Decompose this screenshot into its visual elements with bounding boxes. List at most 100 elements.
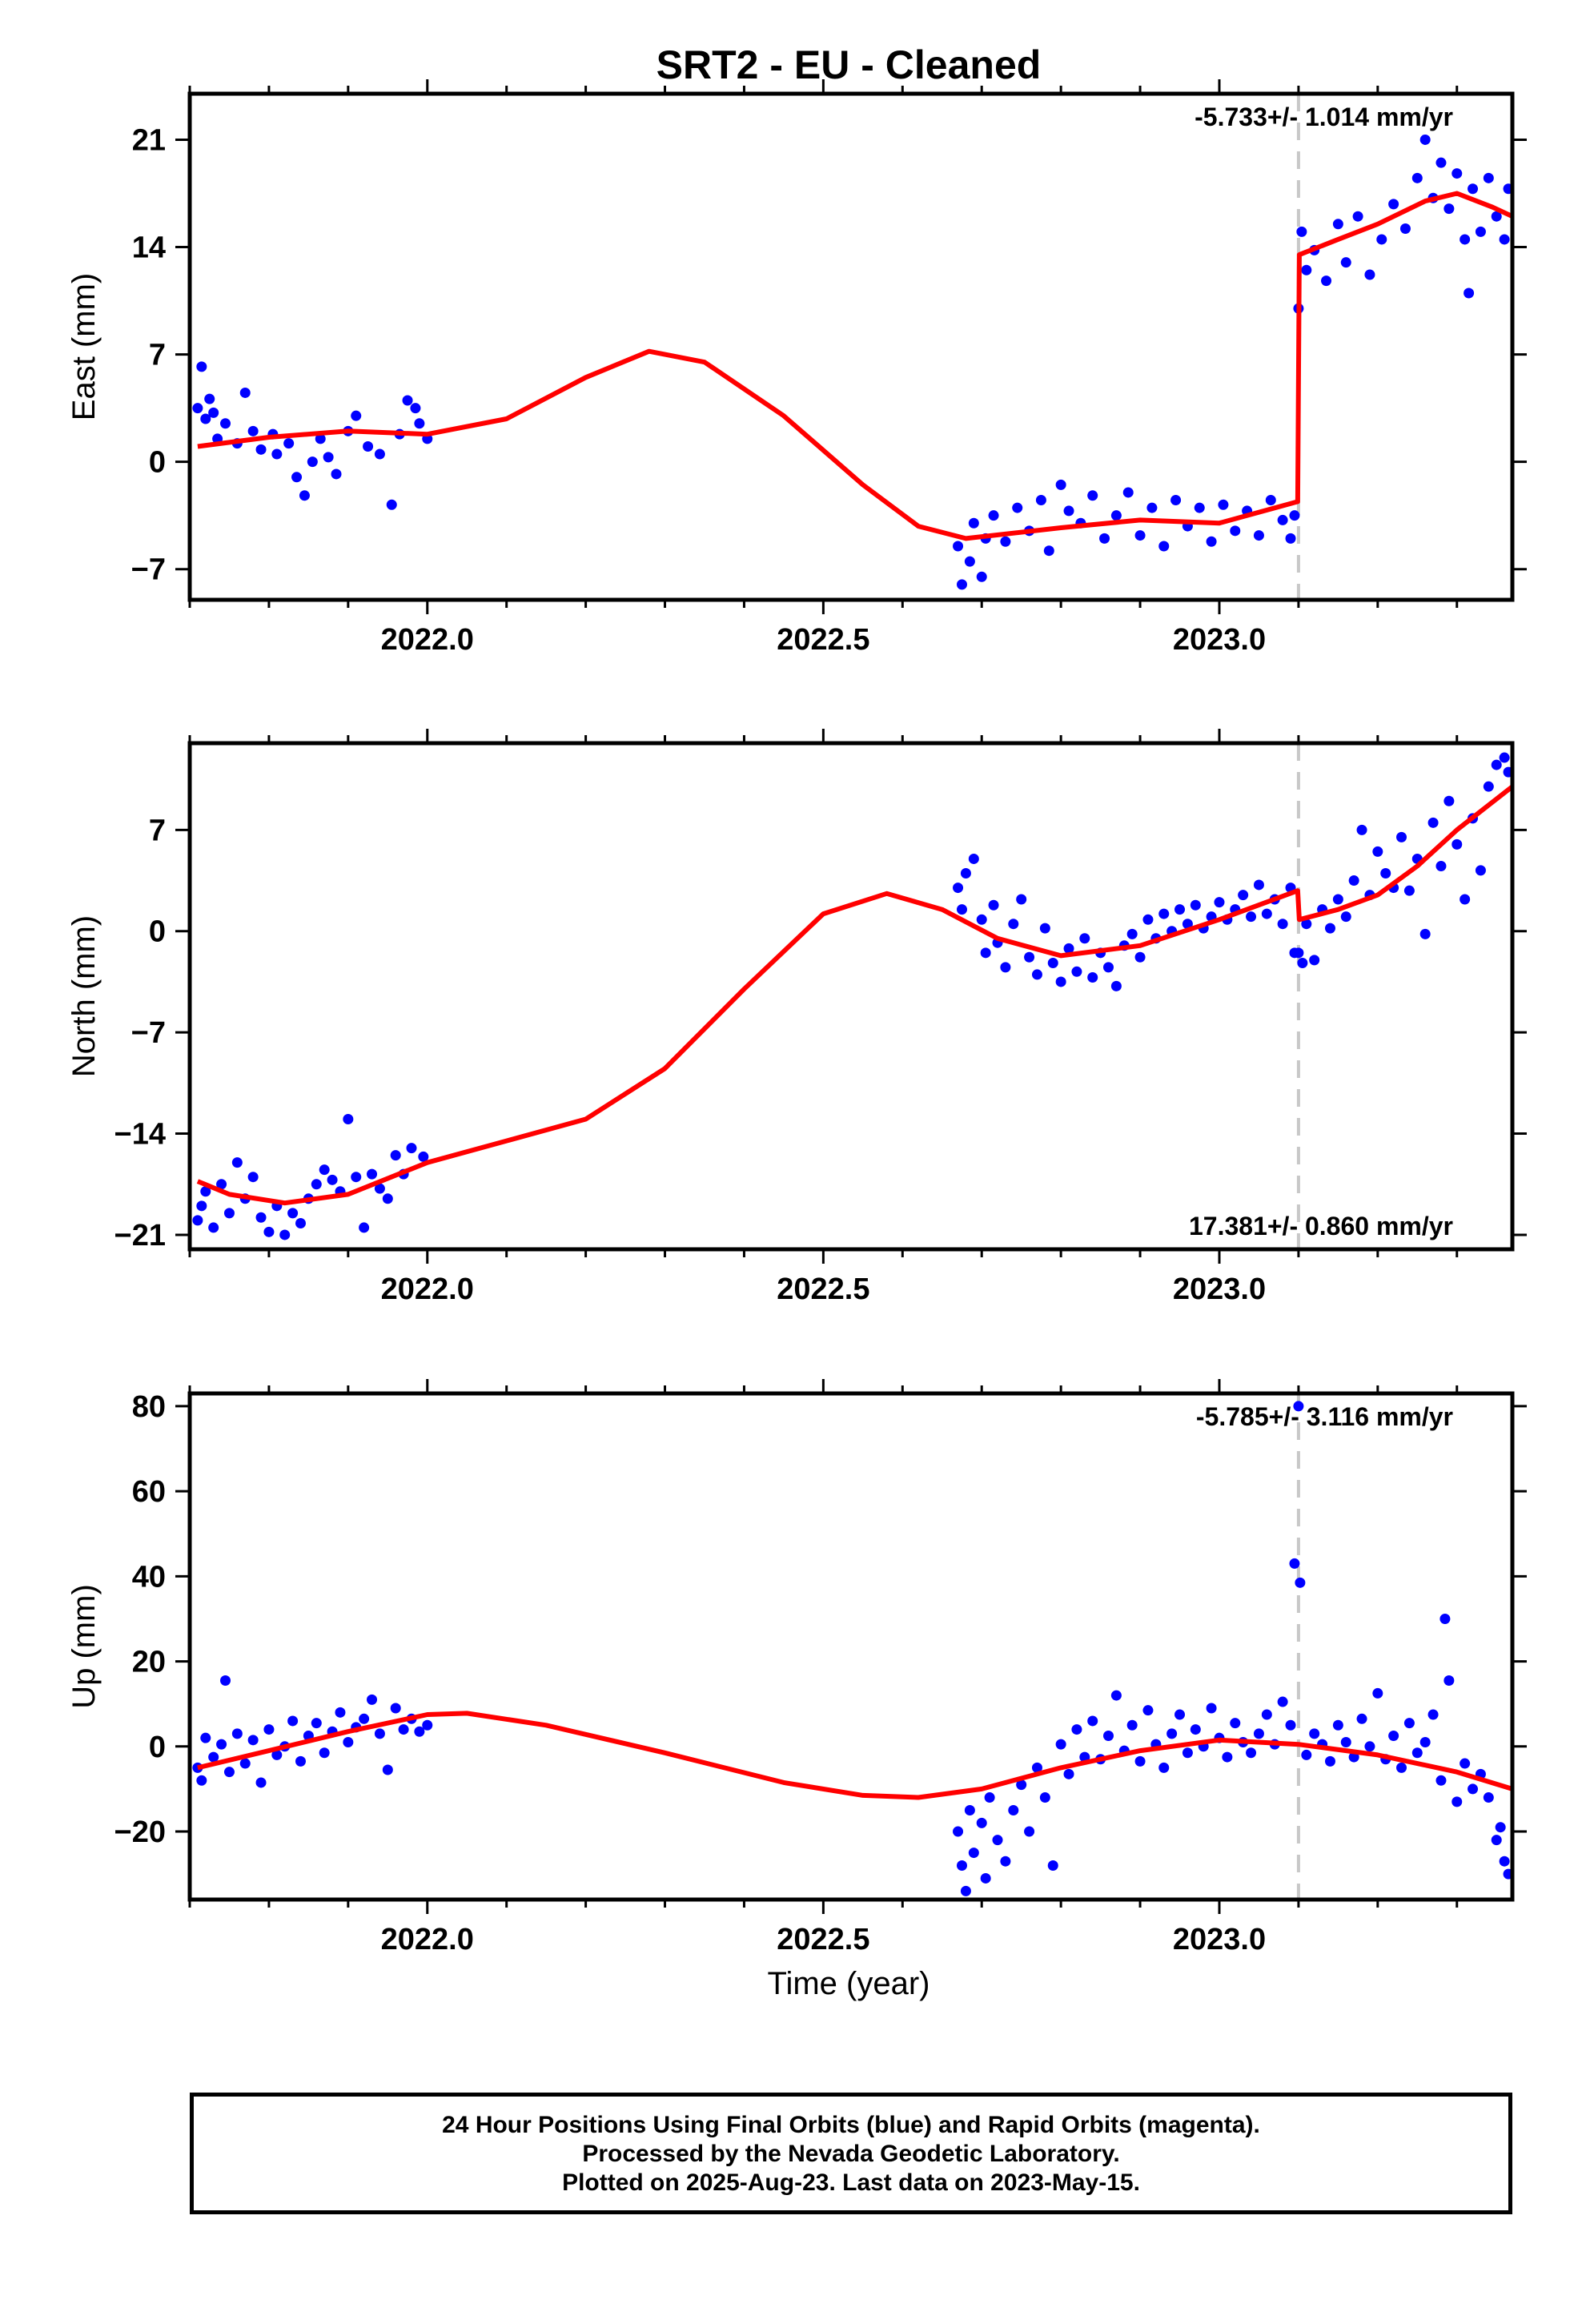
x-tick-label: 2022.0 [381,623,474,657]
data-point [1499,234,1510,245]
data-point [1403,885,1415,896]
data-point [1309,1728,1320,1739]
data-point [964,556,975,567]
data-point [1460,234,1471,245]
data-point [1230,1718,1241,1729]
footer-box: 24 Hour Positions Using Final Orbits (bl… [190,2093,1512,2214]
data-point [1301,919,1312,930]
data-point [1396,1762,1407,1773]
data-point [216,1739,227,1750]
data-point [382,1193,393,1204]
data-point [953,883,964,894]
panel-plot-area [192,1393,1512,1900]
data-point [1000,1856,1011,1867]
footer-line-1: 24 Hour Positions Using Final Orbits (bl… [442,2112,1260,2138]
data-point [1483,172,1494,183]
data-point [1087,490,1098,501]
data-point [953,1826,964,1837]
data-point [196,1775,207,1786]
data-point [1230,525,1241,537]
x-tick-label: 2023.0 [1173,1923,1266,1956]
data-point [1419,134,1431,145]
data-point [1364,269,1375,280]
data-point [988,899,999,911]
data-point [204,393,215,404]
data-point [1063,943,1074,954]
data-point [1043,545,1054,557]
data-point [1261,1709,1272,1720]
data-point [263,1724,275,1735]
panel-up: 2022.0 2022.5 2023.0 −20 0 20 40 60 80 Up (mm) -5.… [66,1379,1527,1956]
rate-label: 17.381+/- 0.860 mm/yr [1189,1212,1453,1240]
data-point [1008,1804,1019,1815]
data-point [1340,911,1351,923]
data-point [1265,495,1276,506]
data-point [239,1758,251,1769]
data-point [315,433,326,444]
data-point [1182,1747,1193,1759]
data-point [1174,904,1186,915]
data-point [200,1186,211,1197]
data-point [231,1728,243,1739]
y-tick-label: 80 [132,1390,166,1424]
data-point [1411,1747,1423,1759]
data-point [295,1217,306,1228]
data-point [1468,1783,1479,1795]
data-point [351,410,362,421]
data-point [1110,510,1122,521]
panel-frame [187,91,1515,602]
data-point [1285,1719,1296,1731]
data-point [367,1694,378,1705]
data-point [311,1718,322,1729]
data-point [1427,817,1439,828]
data-point [283,438,295,449]
data-point [980,947,991,959]
data-point [956,904,967,915]
y-axis-label: East (mm) [66,273,102,420]
data-point [1495,1822,1506,1833]
data-point [1364,1741,1375,1752]
data-point [1411,172,1423,183]
rate-label: -5.733+/- 1.014 mm/yr [1195,103,1453,131]
y-tick-label: −7 [131,1016,166,1050]
data-point [1301,1749,1312,1760]
data-point [192,1215,203,1226]
y-tick-label: 0 [149,1731,166,1764]
data-point [1332,219,1343,230]
data-point [386,499,397,510]
data-point [1289,510,1300,521]
data-point [1435,860,1447,871]
data-point [418,1151,429,1162]
data-point [1142,1705,1154,1716]
data-point [1194,502,1205,513]
data-point [1309,955,1320,966]
data-point [1222,1751,1233,1763]
data-point [980,1872,991,1884]
data-point [1491,759,1502,770]
y-tick-label: −14 [114,1118,166,1152]
data-point [351,1172,362,1183]
data-point [976,1817,987,1828]
data-point [1031,969,1042,980]
data-point [1503,766,1512,778]
panel-plot-area [192,743,1512,1249]
panel-north: 2022.0 2022.5 2023.0 −21 −14 −7 0 7 North (mm) 17… [66,729,1527,1306]
x-axis-label: Time (year) [768,1966,930,2001]
data-point [1158,541,1170,552]
data-point [247,1172,259,1183]
data-point [1324,923,1335,934]
data-point [1246,911,1257,923]
data-point [1000,962,1011,973]
data-point [374,448,385,460]
data-point [331,468,342,480]
data-point [271,448,283,460]
y-axis-label: Up (mm) [66,1584,102,1709]
data-point [1277,919,1288,930]
data-point [1122,487,1134,498]
data-point [200,413,211,424]
data-point [1063,1768,1074,1779]
x-tick-label: 2023.0 [1173,1273,1266,1306]
data-point [1296,226,1307,237]
panel-east: 2022.0 2022.5 2023.0 −7 0 7 14 21 East (mm) -5.73… [66,79,1527,657]
